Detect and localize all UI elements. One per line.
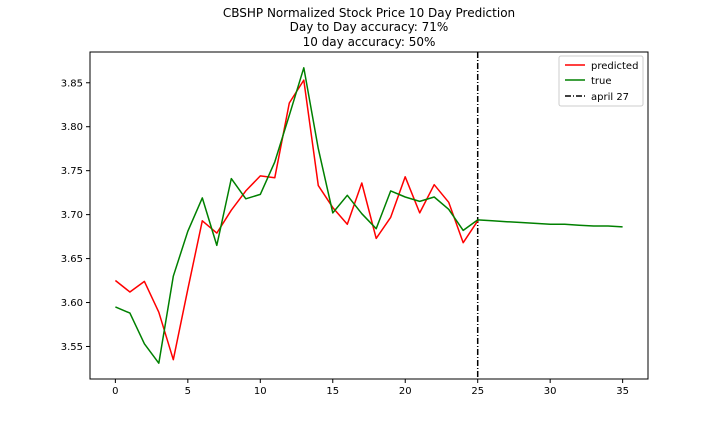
y-tick-label: 3.85: [61, 78, 83, 89]
legend-box: [558, 55, 644, 107]
legend-label-april-27: april 27: [591, 92, 629, 103]
legend-label-true: true: [591, 76, 612, 87]
y-tick-label: 3.70: [61, 210, 83, 221]
x-tick-label: 25: [471, 386, 484, 397]
chart-title: CBSHP Normalized Stock Price 10 Day Pred…: [223, 6, 515, 49]
x-tick-label: 15: [326, 386, 339, 397]
chart-title-line-2: Day to Day accuracy: 71%: [290, 20, 449, 34]
chart-title-line-1: CBSHP Normalized Stock Price 10 Day Pred…: [223, 6, 515, 20]
plot-area: 0 5 10 15 20 25 30 35 3.55 3.60 3.65 3.70 3.75 3.80 3.…: [61, 52, 629, 397]
x-tick-label: 0: [112, 386, 118, 397]
x-tick-label: 35: [616, 386, 629, 397]
series-line-true: [115, 67, 623, 364]
x-tick-label: 20: [399, 386, 412, 397]
plot-frame: [89, 51, 649, 380]
y-tick-label: 3.80: [61, 122, 83, 133]
legend: predicted true april 27: [558, 55, 644, 107]
y-tick-label: 3.60: [61, 298, 83, 309]
y-tick-label: 3.55: [61, 342, 83, 353]
x-tick-label: 30: [544, 386, 557, 397]
legend-label-predicted: predicted: [591, 61, 638, 72]
series-line-predicted: [114, 79, 479, 361]
y-tick-label: 3.75: [61, 166, 83, 177]
x-tick-label: 10: [254, 386, 267, 397]
y-tick-label: 3.65: [61, 254, 83, 265]
chart-title-line-3: 10 day accuracy: 50%: [303, 35, 436, 49]
x-tick-label: 5: [185, 386, 191, 397]
